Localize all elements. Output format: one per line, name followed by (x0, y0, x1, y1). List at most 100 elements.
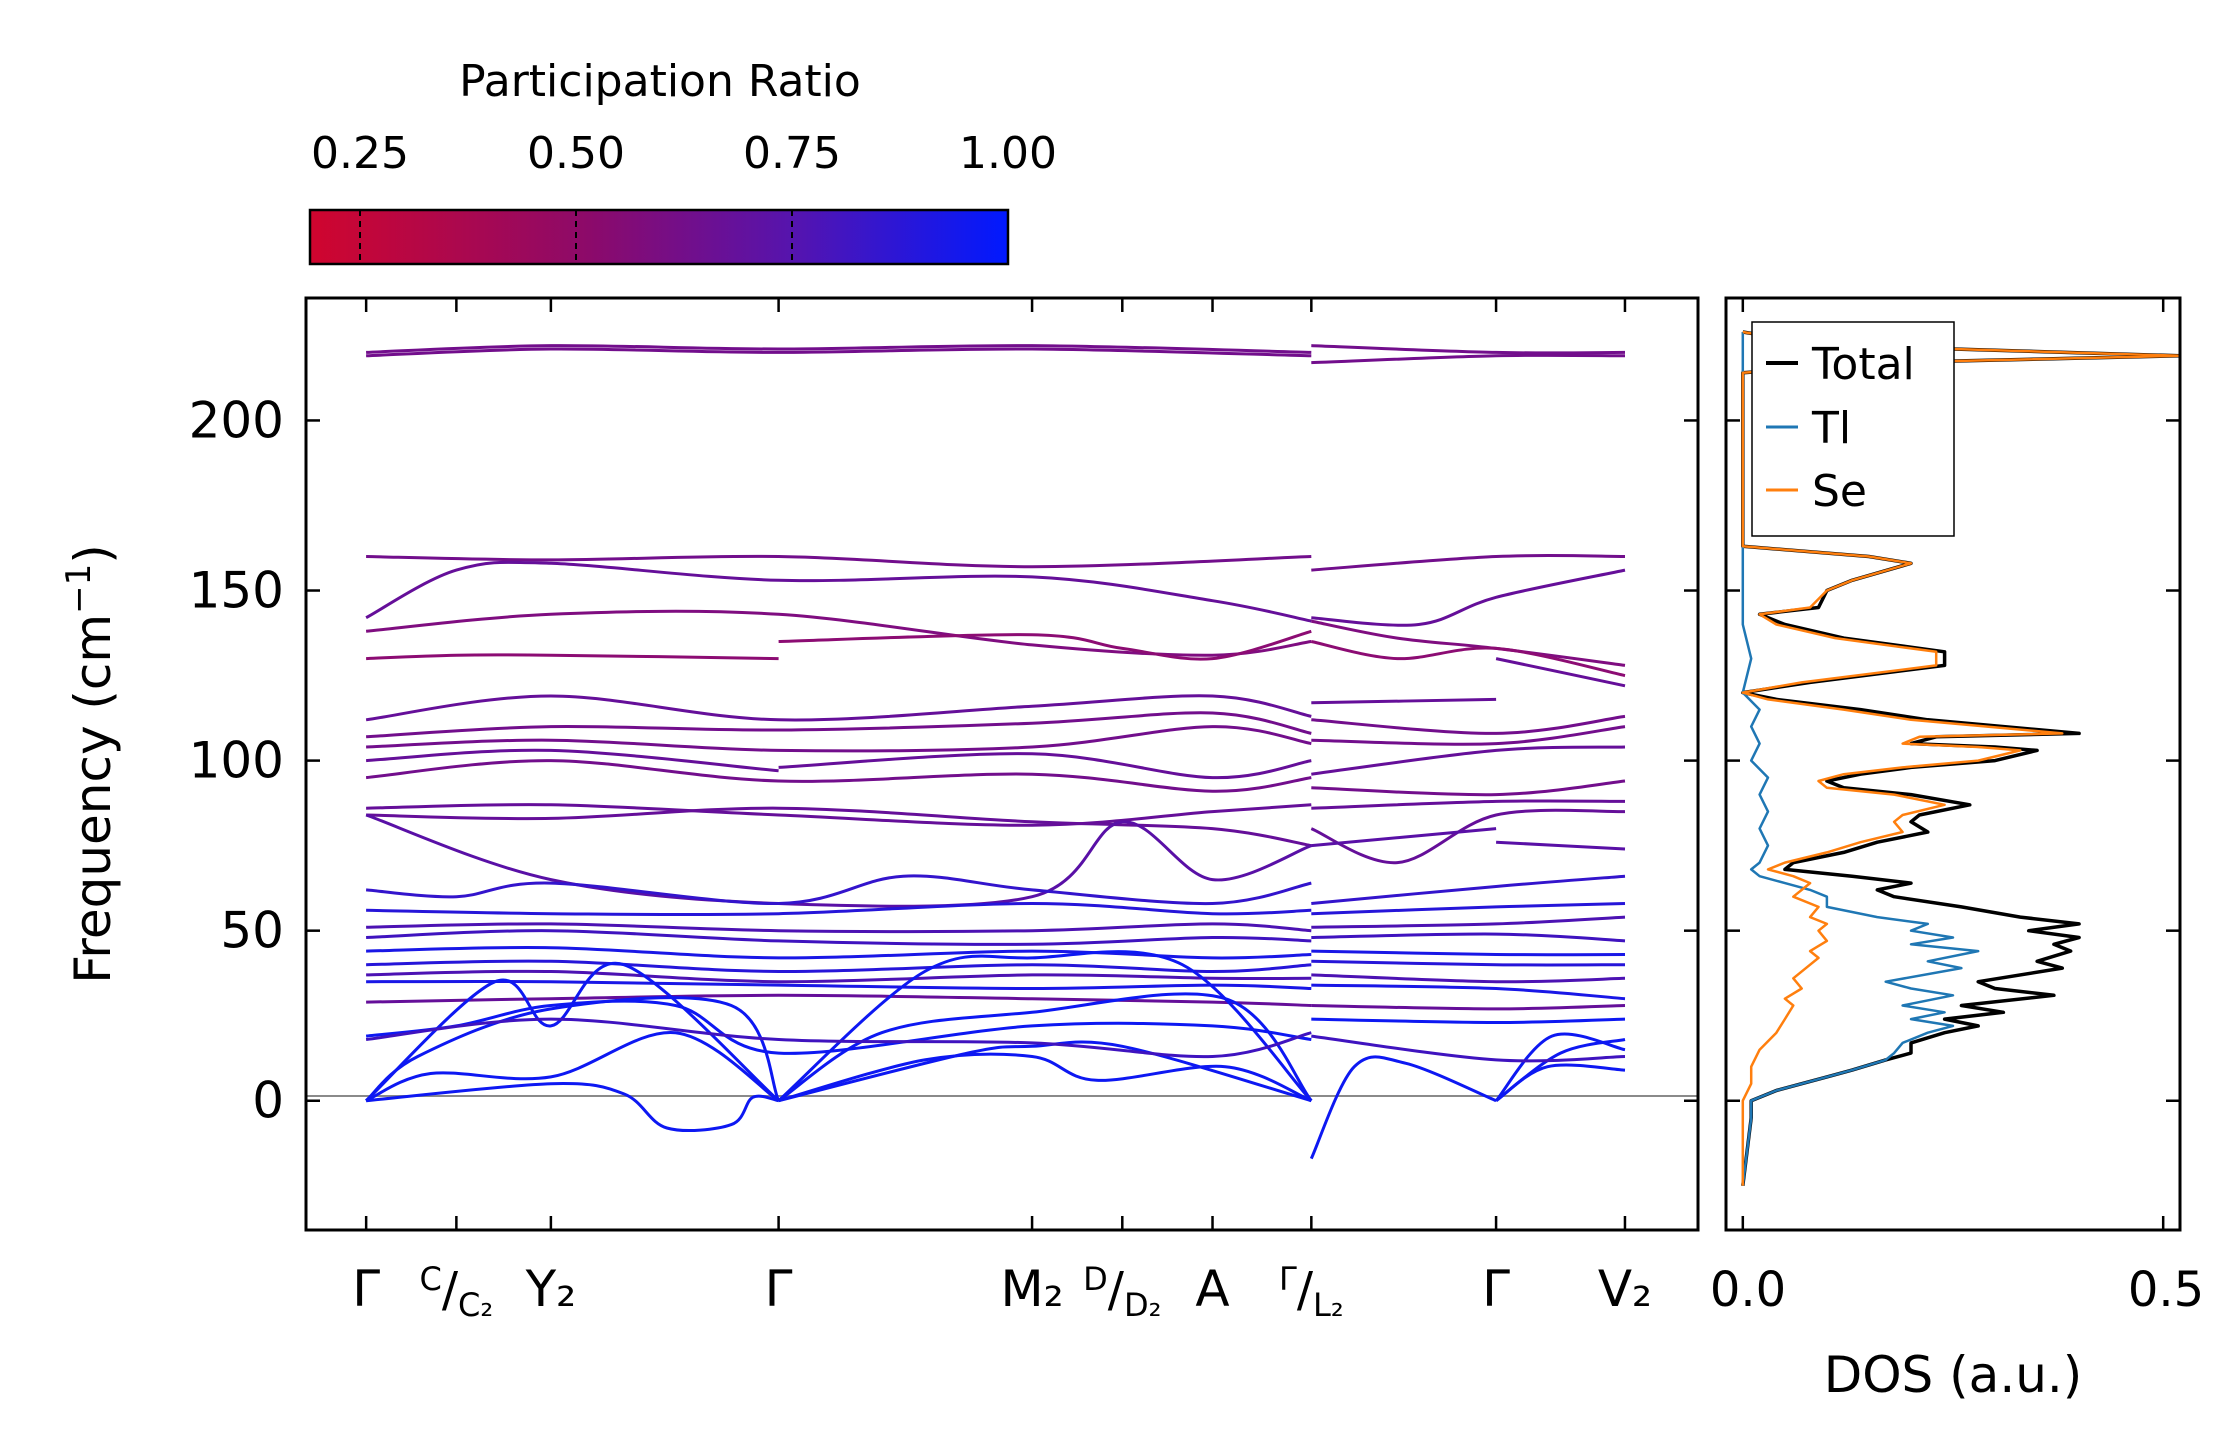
band-ytick-label: 50 (220, 902, 284, 960)
dos-xtick-label: 0.0 (1710, 1262, 1786, 1318)
band-b5 (1311, 619, 1626, 667)
band-lines (365, 344, 1626, 1160)
band-b2 (366, 344, 1312, 354)
band-b23 (1311, 1004, 1626, 1011)
band-b12 (1311, 799, 1626, 810)
band-b4 (1311, 568, 1626, 627)
legend-box (1751, 321, 1955, 537)
legend-label-se: Se (1812, 466, 1867, 517)
band-b3 (366, 554, 1312, 569)
band-b14 (1311, 827, 1497, 848)
colorbar-tick-label: 0.50 (527, 128, 625, 179)
colorbar-gradient (308, 208, 1010, 266)
band-b25 (1495, 1038, 1626, 1102)
band-x-axis: Γ C/C₂ Y₂ Γ M₂ D/D₂ A Γ/L₂ Γ V₂ (352, 298, 1652, 1324)
kpoint-label: Γ (765, 1260, 793, 1318)
band-b15 (1311, 874, 1626, 905)
ylabel-sup: −1 (59, 564, 99, 614)
ylabel-text: Frequency (cm (64, 614, 122, 984)
band-b15 (365, 874, 1312, 906)
band-y-axis: 0 50 100 150 200 (189, 391, 1698, 1130)
colorbar: Participation Ratio 0.25 0.50 0.75 1.00 (308, 56, 1057, 266)
band-b25 (365, 1031, 780, 1103)
kpoint-label-slash: / (442, 1262, 459, 1318)
band-b27 (365, 961, 780, 1102)
legend-label-total: Total (1811, 339, 1915, 390)
colorbar-tick-label: 0.75 (743, 128, 841, 179)
band-b22 (366, 979, 1312, 991)
band-b16 (1311, 902, 1626, 916)
band-b6 (1311, 640, 1626, 678)
dos-xlabel: DOS (a.u.) (1824, 1346, 2083, 1404)
band-frame (304, 296, 1700, 1232)
band-b29 (1311, 1034, 1626, 1063)
band-b23 (366, 993, 1312, 1007)
dos-axes (1726, 298, 2180, 1230)
kpoint-label: A (1195, 1260, 1229, 1318)
band-b9 (1311, 725, 1626, 746)
dos-line-se (1741, 330, 2180, 1186)
band-b8 (366, 711, 1312, 739)
kpoint-label: Γ (1482, 1260, 1510, 1318)
band-b1 (366, 347, 1312, 358)
band-b8 (1311, 714, 1626, 735)
band-b22 (1311, 983, 1626, 1001)
band-b28 (365, 1082, 779, 1133)
band-b24 (365, 999, 1312, 1055)
band-b21 (366, 969, 1312, 984)
band-ytick-label: 150 (189, 562, 284, 620)
kpoint-label: M₂ (1000, 1260, 1063, 1318)
colorbar-tick-label: 0.25 (311, 128, 409, 179)
kpoint-label-lower: D₂ (1124, 1286, 1161, 1324)
band-b5 (365, 609, 1312, 657)
band-b29 (365, 1017, 1312, 1059)
band-b13 (366, 806, 1312, 848)
dos-lines (1741, 330, 2180, 1187)
kpoint-label: V₂ (1598, 1260, 1652, 1318)
band-b11 (1311, 779, 1626, 797)
band-b2 (1311, 353, 1626, 365)
band-b12 (366, 803, 1312, 827)
band-b9 (366, 725, 1312, 753)
band-b19 (1311, 949, 1626, 957)
kpoint-label: C/C₂ (420, 1260, 494, 1324)
band-b4 (365, 560, 1312, 623)
band-b19 (366, 945, 1312, 960)
kpoint-label-lower: C₂ (458, 1286, 493, 1324)
dos-panel: 0.0 0.5 DOS (a.u.) Total Tl Se (1710, 296, 2204, 1404)
kpoint-label-slash: / (1297, 1262, 1314, 1318)
band-ytick-label: 200 (189, 391, 284, 449)
band-b27 (777, 950, 1313, 1102)
band-b1 (1311, 344, 1626, 355)
band-b14 (1496, 840, 1626, 851)
band-b27 (1495, 1063, 1626, 1102)
band-b3 (1311, 553, 1626, 572)
dos-line-total (1741, 330, 2180, 1187)
band-b28 (778, 1052, 1312, 1103)
band-ytick-label: 0 (252, 1072, 284, 1130)
band-b6 (366, 653, 779, 661)
band-b10 (1311, 745, 1626, 776)
kpoint-label-upper: Γ (1279, 1260, 1297, 1298)
band-b26 (777, 992, 1313, 1102)
kpoint-label-slash: / (1108, 1262, 1125, 1318)
band-b10 (366, 748, 779, 773)
kpoint-label-lower: L₂ (1313, 1286, 1344, 1324)
band-b6 (778, 629, 1312, 661)
band-b20 (366, 959, 1312, 974)
band-b21 (1311, 973, 1626, 984)
legend-label-tl: Tl (1811, 403, 1851, 454)
band-b26 (365, 996, 780, 1102)
band-b24 (1311, 1017, 1626, 1025)
kpoint-label-upper: C (420, 1260, 442, 1298)
dos-xtick-label: 0.5 (2128, 1262, 2204, 1318)
kpoint-label: Γ (352, 1260, 380, 1318)
kpoint-label: Y₂ (525, 1260, 577, 1318)
legend: Total Tl Se (1751, 321, 1955, 537)
band-b25 (778, 1040, 1312, 1103)
band-b17 (1311, 915, 1626, 929)
colorbar-tick-label: 1.00 (959, 128, 1057, 179)
band-b18 (366, 929, 1312, 946)
